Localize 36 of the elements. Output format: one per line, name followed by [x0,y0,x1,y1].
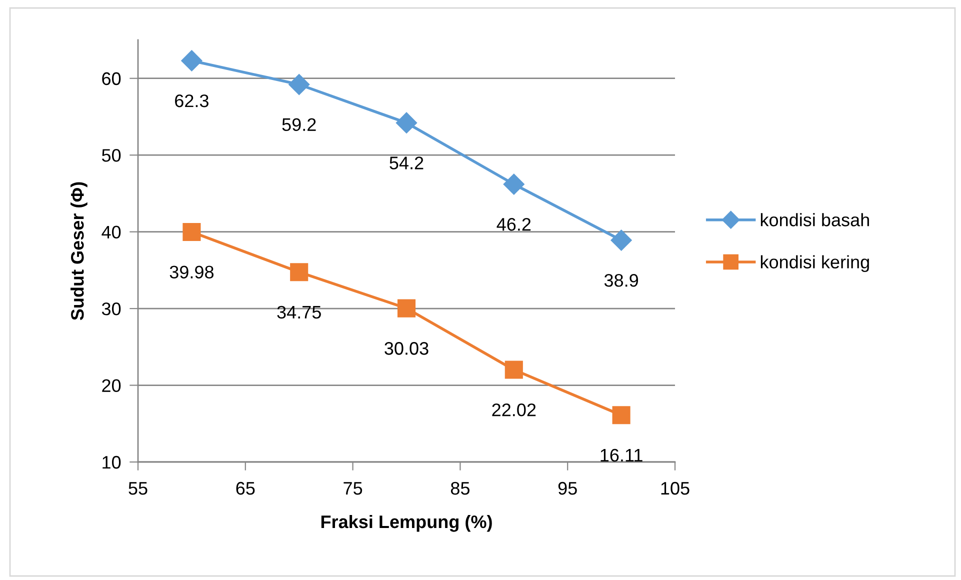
y-tick-label: 60 [102,72,121,86]
y-tick-label: 30 [102,302,121,316]
data-label: 22.02 [492,404,536,416]
y-tick-label: 20 [102,379,121,392]
point [504,360,523,379]
y-tick-label: 10 [102,456,121,469]
y-axis-title: Sudut Geser (Φ) [70,182,88,320]
x-tick-label: 75 [344,482,362,495]
y-tick-label: 40 [102,226,121,239]
data-label: 54.2 [390,156,424,170]
point [182,222,201,241]
x-tick-label: 95 [558,482,577,495]
point [612,406,630,424]
data-label: 59.2 [282,118,316,132]
point [397,299,416,318]
x-tick-label: 55 [128,482,148,495]
legend-label: kondisi kering [760,255,869,272]
data-label: 39.98 [170,266,214,278]
legend-label: kondisi basah [760,213,869,226]
x-tick-label: 105 [661,482,690,495]
data-label: 34.75 [277,306,321,319]
x-tick-label: 85 [450,482,470,495]
data-label: 30.03 [384,342,428,355]
data-label: 16.11 [600,448,642,462]
data-label: 38.9 [604,274,638,287]
point [290,263,308,282]
x-axis-title: Fraksi Lempung (%) [321,514,492,532]
point [288,74,310,96]
data-label: 46.2 [496,218,531,231]
point [180,50,203,72]
data-label: 62.3 [175,94,208,108]
point [503,173,525,196]
point [396,112,418,134]
y-tick-label: 50 [102,149,121,162]
point [610,229,632,252]
x-tick-label: 65 [236,482,255,495]
